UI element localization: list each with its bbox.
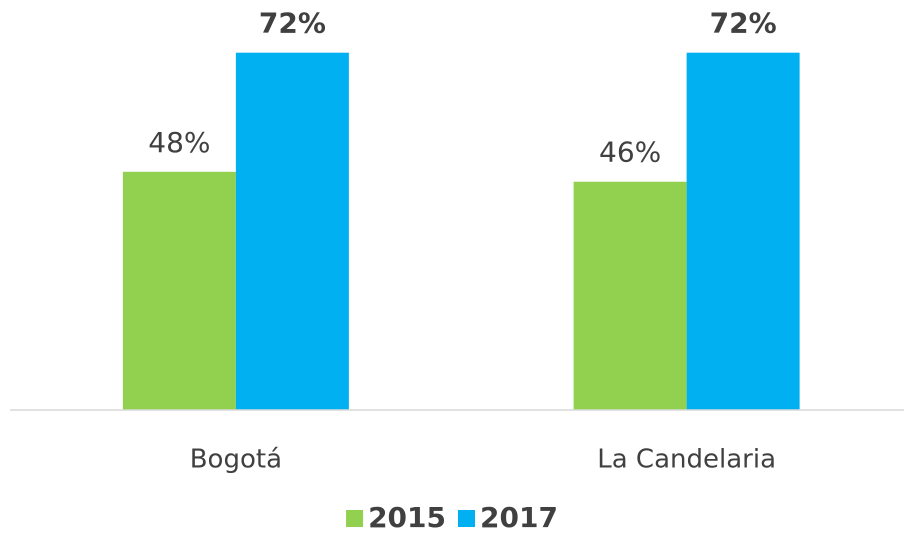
data-label: 48% bbox=[148, 126, 210, 159]
legend-label: 2017 bbox=[480, 501, 558, 534]
legend-label: 2015 bbox=[368, 501, 446, 534]
bar bbox=[686, 52, 800, 410]
legend: 2015 2017 bbox=[346, 501, 558, 534]
bar bbox=[235, 52, 349, 410]
x-tick-label: Bogotá bbox=[190, 445, 282, 475]
bar bbox=[573, 181, 687, 410]
x-tick-label: La Candelaria bbox=[597, 445, 776, 475]
data-label: 72% bbox=[259, 7, 326, 40]
data-label: 46% bbox=[599, 136, 661, 169]
data-label: 72% bbox=[710, 7, 777, 40]
legend-swatch bbox=[346, 510, 364, 527]
bar bbox=[122, 171, 236, 410]
legend-swatch bbox=[458, 510, 475, 527]
